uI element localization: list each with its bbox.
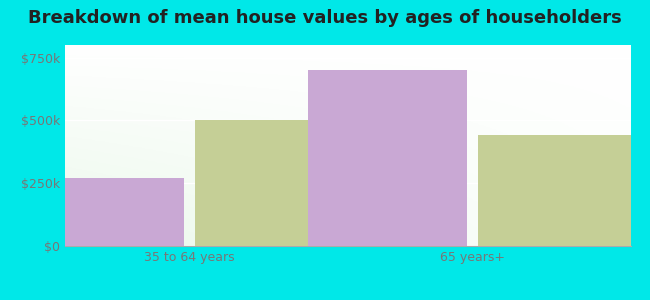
Bar	[478, 135, 636, 246]
Bar	[308, 70, 467, 246]
Bar	[195, 120, 354, 246]
Legend: Heron, Montana: Heron, Montana	[246, 298, 450, 300]
Bar	[25, 178, 184, 246]
Text: Breakdown of mean house values by ages of householders: Breakdown of mean house values by ages o…	[28, 9, 622, 27]
